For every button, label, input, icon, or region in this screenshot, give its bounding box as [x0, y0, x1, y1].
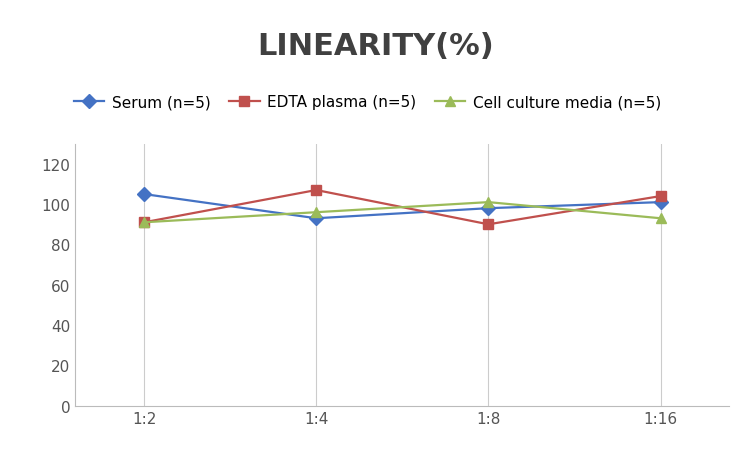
Line: Serum (n=5): Serum (n=5): [139, 190, 666, 224]
EDTA plasma (n=5): [140, 220, 149, 226]
Serum (n=5): [312, 216, 321, 221]
Line: EDTA plasma (n=5): EDTA plasma (n=5): [139, 186, 666, 230]
Cell culture media (n=5): [140, 220, 149, 226]
Cell culture media (n=5): [484, 200, 493, 205]
Line: Cell culture media (n=5): Cell culture media (n=5): [139, 198, 666, 228]
Cell culture media (n=5): [656, 216, 665, 221]
Legend: Serum (n=5), EDTA plasma (n=5), Cell culture media (n=5): Serum (n=5), EDTA plasma (n=5), Cell cul…: [68, 89, 667, 116]
Cell culture media (n=5): [312, 210, 321, 216]
Serum (n=5): [140, 192, 149, 198]
EDTA plasma (n=5): [656, 194, 665, 199]
EDTA plasma (n=5): [312, 188, 321, 193]
Serum (n=5): [656, 200, 665, 205]
Serum (n=5): [484, 206, 493, 212]
EDTA plasma (n=5): [484, 222, 493, 227]
Text: LINEARITY(%): LINEARITY(%): [258, 32, 494, 60]
